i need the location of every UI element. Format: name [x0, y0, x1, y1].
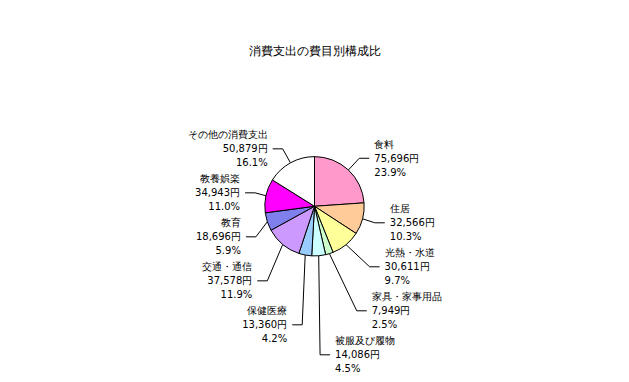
svg-text:9.7%: 9.7% [385, 275, 410, 286]
svg-text:教養娯楽: 教養娯楽 [200, 173, 240, 184]
svg-text:教育: 教育 [221, 217, 241, 228]
svg-text:交通・通信: 交通・通信 [202, 261, 252, 272]
svg-text:5.9%: 5.9% [215, 245, 240, 256]
svg-text:23.9%: 23.9% [374, 167, 406, 178]
svg-text:11.0%: 11.0% [208, 201, 240, 212]
svg-text:食料: 食料 [374, 139, 394, 150]
svg-text:その他の消費支出: その他の消費支出 [188, 129, 268, 140]
svg-text:保健医療: 保健医療 [247, 305, 287, 316]
svg-text:10.3%: 10.3% [390, 231, 422, 242]
svg-text:消費支出の費目別構成比: 消費支出の費目別構成比 [249, 44, 381, 58]
svg-text:被服及び履物: 被服及び履物 [335, 335, 395, 346]
svg-text:4.2%: 4.2% [262, 333, 287, 344]
svg-text:2.5%: 2.5% [372, 319, 397, 330]
svg-text:14,086円: 14,086円 [335, 349, 380, 360]
svg-text:13,360円: 13,360円 [242, 319, 287, 330]
svg-text:家具・家事用品: 家具・家事用品 [372, 291, 442, 302]
svg-text:37,578円: 37,578円 [207, 275, 252, 286]
svg-text:4.5%: 4.5% [335, 363, 360, 374]
svg-text:11.9%: 11.9% [221, 289, 253, 300]
svg-text:光熱・水道: 光熱・水道 [385, 247, 435, 258]
svg-text:住居: 住居 [390, 203, 410, 214]
svg-text:16.1%: 16.1% [236, 157, 268, 168]
svg-text:75,696円: 75,696円 [374, 153, 419, 164]
svg-text:18,696円: 18,696円 [196, 231, 241, 242]
svg-text:32,566円: 32,566円 [390, 217, 435, 228]
svg-text:30,611円: 30,611円 [385, 261, 430, 272]
svg-text:50,879円: 50,879円 [223, 143, 268, 154]
svg-text:7,949円: 7,949円 [372, 305, 411, 316]
svg-text:34,943円: 34,943円 [195, 187, 240, 198]
